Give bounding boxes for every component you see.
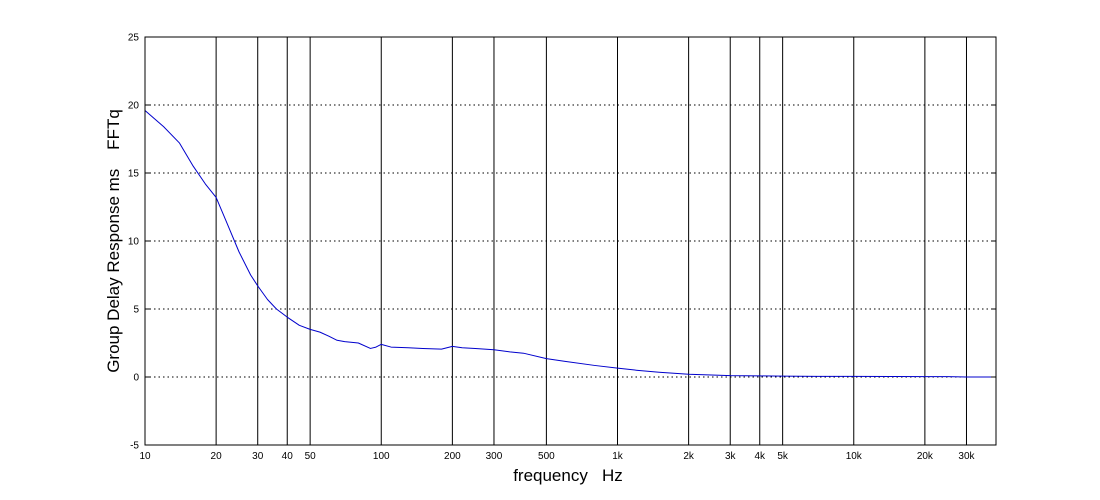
x-tick-label: 30k [958,451,975,462]
x-tick-label: 30 [252,451,264,462]
y-tick-label: -5 [130,441,139,452]
x-ticks: 10 20 30 40 50 100 200 300 500 1k 2k 3k 4k 5k 10k 20k 30… [139,451,975,462]
x-tick-label: 3k [725,451,737,462]
x-tick-label: 4k [754,451,766,462]
x-tick-label: 5k [777,451,789,462]
x-tick-label: 40 [282,451,294,462]
x-tick-label: 10k [846,451,863,462]
x-tick-label: 200 [444,451,461,462]
x-tick-label: 1k [612,451,624,462]
x-tick-label: 100 [373,451,390,462]
x-tick-label: 50 [305,451,317,462]
x-tick-label: 2k [683,451,695,462]
y-tick-label: 5 [133,305,139,316]
y-axis-label: Group Delay Response ms FFTq [104,109,123,373]
y-tick-label: 10 [128,237,140,248]
y-tick-label: 25 [128,33,140,44]
series-group [144,110,996,378]
x-tick-label: 20 [211,451,223,462]
x-axis-label: frequency Hz [513,466,623,485]
x-tick-label: 500 [538,451,555,462]
y-ticks: -5 0 5 10 15 20 25 [128,33,996,452]
series-line [144,110,996,378]
y-tick-label: 15 [128,169,140,180]
y-tick-label: 20 [128,101,140,112]
x-tick-label: 20k [917,451,934,462]
plot-background [145,37,996,445]
x-tick-label: 10 [139,451,151,462]
x-grid [215,37,967,445]
y-tick-label: 0 [133,373,139,384]
x-tick-label: 300 [486,451,503,462]
